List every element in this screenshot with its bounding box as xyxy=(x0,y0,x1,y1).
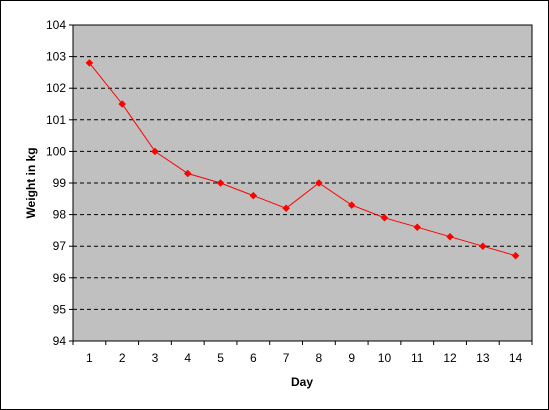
data-point-day-10 xyxy=(380,213,389,222)
data-point-day-14 xyxy=(511,251,520,260)
y-tick-label: 101 xyxy=(46,113,66,127)
x-tick-label: 13 xyxy=(476,351,490,365)
data-point-day-3 xyxy=(151,147,159,156)
x-tick-label: 3 xyxy=(152,351,159,365)
x-tick-label: 2 xyxy=(119,351,126,365)
data-point-day-8 xyxy=(315,179,323,187)
data-point-day-4 xyxy=(183,169,192,178)
data-point-day-12 xyxy=(446,232,454,241)
x-tick-label: 12 xyxy=(443,351,457,365)
plot-area xyxy=(72,24,533,342)
y-tick-label: 98 xyxy=(53,208,67,222)
x-tick-label: 11 xyxy=(411,351,424,365)
weight-series-line xyxy=(89,62,516,257)
y-tick-label: 97 xyxy=(53,239,67,253)
x-axis-title: Day xyxy=(291,375,313,389)
y-tick-label: 96 xyxy=(53,271,67,285)
x-tick-label: 8 xyxy=(316,351,323,365)
x-tick-label: 1 xyxy=(86,351,93,365)
x-tick-label: 4 xyxy=(184,351,191,365)
x-tick-label: 9 xyxy=(348,351,355,365)
data-point-day-13 xyxy=(478,242,487,251)
y-tick-label: 94 xyxy=(53,334,67,348)
y-axis-ticks: 94 95 96 97 98 99 100 101 102 103 104 xyxy=(46,18,73,348)
x-tick-label: 5 xyxy=(217,351,224,365)
y-tick-label: 102 xyxy=(46,81,66,95)
data-point-day-7 xyxy=(282,204,290,213)
y-tick-label: 99 xyxy=(53,176,67,190)
y-tick-label: 104 xyxy=(46,18,66,32)
y-tick-label: 95 xyxy=(53,302,67,316)
x-axis-ticks: 1 2 3 4 5 6 7 8 9 10 11 12 13 14 xyxy=(72,341,533,365)
x-tick-label: 14 xyxy=(509,351,523,365)
data-point-day-9 xyxy=(347,201,356,209)
data-point-day-6 xyxy=(249,191,258,200)
x-tick-label: 10 xyxy=(378,351,392,365)
y-axis-title: Weight in kg xyxy=(24,147,38,218)
x-tick-label: 6 xyxy=(250,351,257,365)
data-point-day-2 xyxy=(118,100,127,108)
y-tick-label: 100 xyxy=(46,144,66,158)
data-point-day-1 xyxy=(85,59,94,67)
data-point-markers xyxy=(85,59,520,260)
data-point-day-5 xyxy=(216,179,225,187)
x-tick-label: 7 xyxy=(283,351,290,365)
y-tick-label: 103 xyxy=(46,50,66,64)
data-point-day-11 xyxy=(413,223,422,232)
